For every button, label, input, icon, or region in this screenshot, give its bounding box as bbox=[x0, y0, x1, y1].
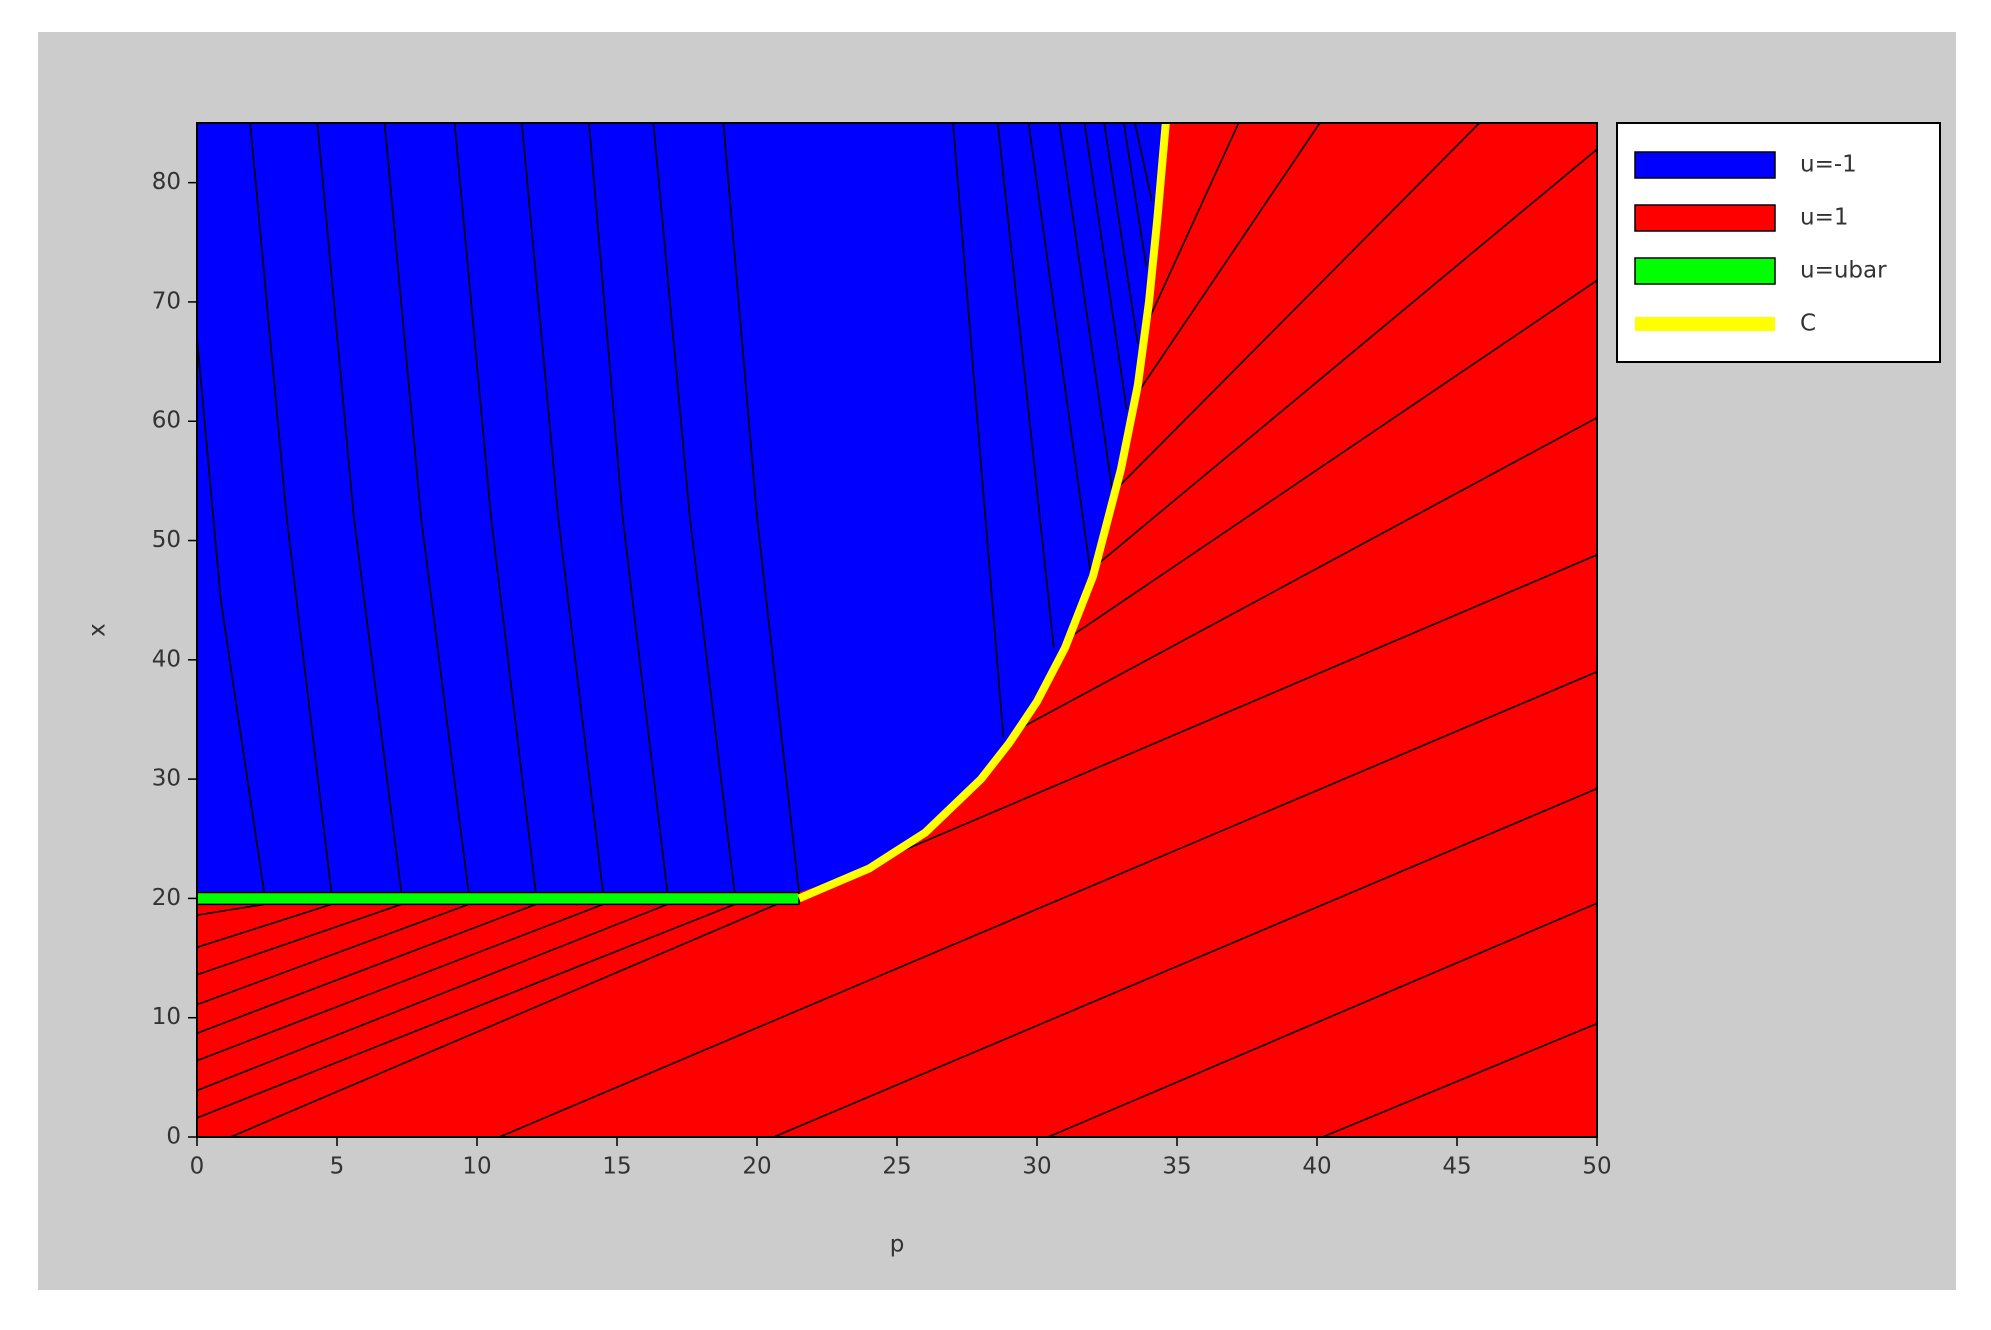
trajectory bbox=[196, 903, 537, 1034]
trajectory bbox=[1103, 122, 1139, 344]
legend-label: u=ubar bbox=[1800, 258, 1887, 284]
legend-label: u=-1 bbox=[1800, 152, 1857, 178]
trajectory bbox=[1027, 122, 1091, 571]
y-axis-label: x bbox=[85, 623, 111, 637]
x-tick-label: 10 bbox=[462, 1154, 491, 1180]
trajectory bbox=[1053, 279, 1598, 649]
legend-label: C bbox=[1800, 311, 1816, 337]
trajectory bbox=[196, 903, 332, 949]
legend-swatch bbox=[1634, 257, 1776, 285]
y-tick-label: 60 bbox=[152, 408, 181, 434]
trajectory bbox=[1047, 902, 1598, 1138]
legend-swatch bbox=[1634, 151, 1776, 179]
trajectory bbox=[499, 671, 1598, 1138]
legend: u=-1 u=1 u=ubar C bbox=[1634, 151, 1887, 337]
boundary-curve bbox=[797, 122, 1170, 903]
x-tick-label: 35 bbox=[1162, 1154, 1191, 1180]
trajectory bbox=[383, 122, 470, 893]
region bbox=[196, 891, 800, 906]
trajectory bbox=[230, 554, 1598, 1138]
trajectory bbox=[1112, 122, 1480, 494]
trajectory bbox=[196, 903, 469, 1006]
y-tick-label: 40 bbox=[152, 646, 181, 672]
x-tick-label: 5 bbox=[330, 1154, 345, 1180]
y-tick-label: 50 bbox=[152, 527, 181, 553]
trajectory bbox=[588, 122, 669, 893]
trajectory bbox=[1003, 416, 1598, 739]
x-axis-label: p bbox=[890, 1232, 905, 1258]
trajectory bbox=[196, 903, 604, 1062]
x-tick-label: 0 bbox=[190, 1154, 205, 1180]
trajectory bbox=[1058, 122, 1114, 493]
trajectory bbox=[1125, 122, 1321, 410]
trajectory bbox=[952, 122, 1005, 738]
y-tick-label: 70 bbox=[152, 288, 181, 314]
trajectory bbox=[1123, 122, 1147, 267]
x-tick-label: 40 bbox=[1302, 1154, 1331, 1180]
trajectory bbox=[1137, 122, 1240, 345]
y-tick-label: 0 bbox=[166, 1124, 181, 1150]
y-tick-label: 80 bbox=[152, 169, 181, 195]
x-tick-label: 20 bbox=[742, 1154, 771, 1180]
trajectory bbox=[722, 122, 800, 893]
trajectory bbox=[196, 903, 668, 1092]
trajectory bbox=[773, 787, 1598, 1138]
y-tick-label: 30 bbox=[152, 766, 181, 792]
trajectory bbox=[652, 122, 736, 893]
trajectory bbox=[1134, 122, 1153, 201]
trajectory bbox=[1089, 148, 1598, 571]
trajectory bbox=[453, 122, 537, 893]
legend-label: u=1 bbox=[1800, 205, 1848, 231]
plot-area: 0 5 10 15 20 25 30 35 40 45 50 0 10 20 30 40 50 60 70 80 bbox=[152, 122, 1612, 1180]
trajectories bbox=[196, 122, 1598, 1138]
trajectory bbox=[997, 122, 1055, 648]
region bbox=[197, 123, 1166, 893]
legend-swatch bbox=[1634, 204, 1776, 232]
x-tick-label: 45 bbox=[1442, 1154, 1471, 1180]
y-tick-label: 20 bbox=[152, 885, 181, 911]
trajectory bbox=[1083, 122, 1128, 410]
trajectory bbox=[196, 903, 265, 916]
trajectory bbox=[196, 903, 402, 976]
trajectory bbox=[316, 122, 403, 893]
trajectory bbox=[1322, 1022, 1598, 1138]
x-tick-label: 50 bbox=[1582, 1154, 1611, 1180]
trajectory bbox=[196, 337, 265, 893]
x-tick-label: 30 bbox=[1022, 1154, 1051, 1180]
trajectory bbox=[521, 122, 604, 893]
trajectory bbox=[196, 903, 735, 1119]
x-tick-label: 25 bbox=[882, 1154, 911, 1180]
x-tick-label: 15 bbox=[602, 1154, 631, 1180]
y-tick-label: 10 bbox=[152, 1004, 181, 1030]
trajectory bbox=[249, 122, 333, 893]
